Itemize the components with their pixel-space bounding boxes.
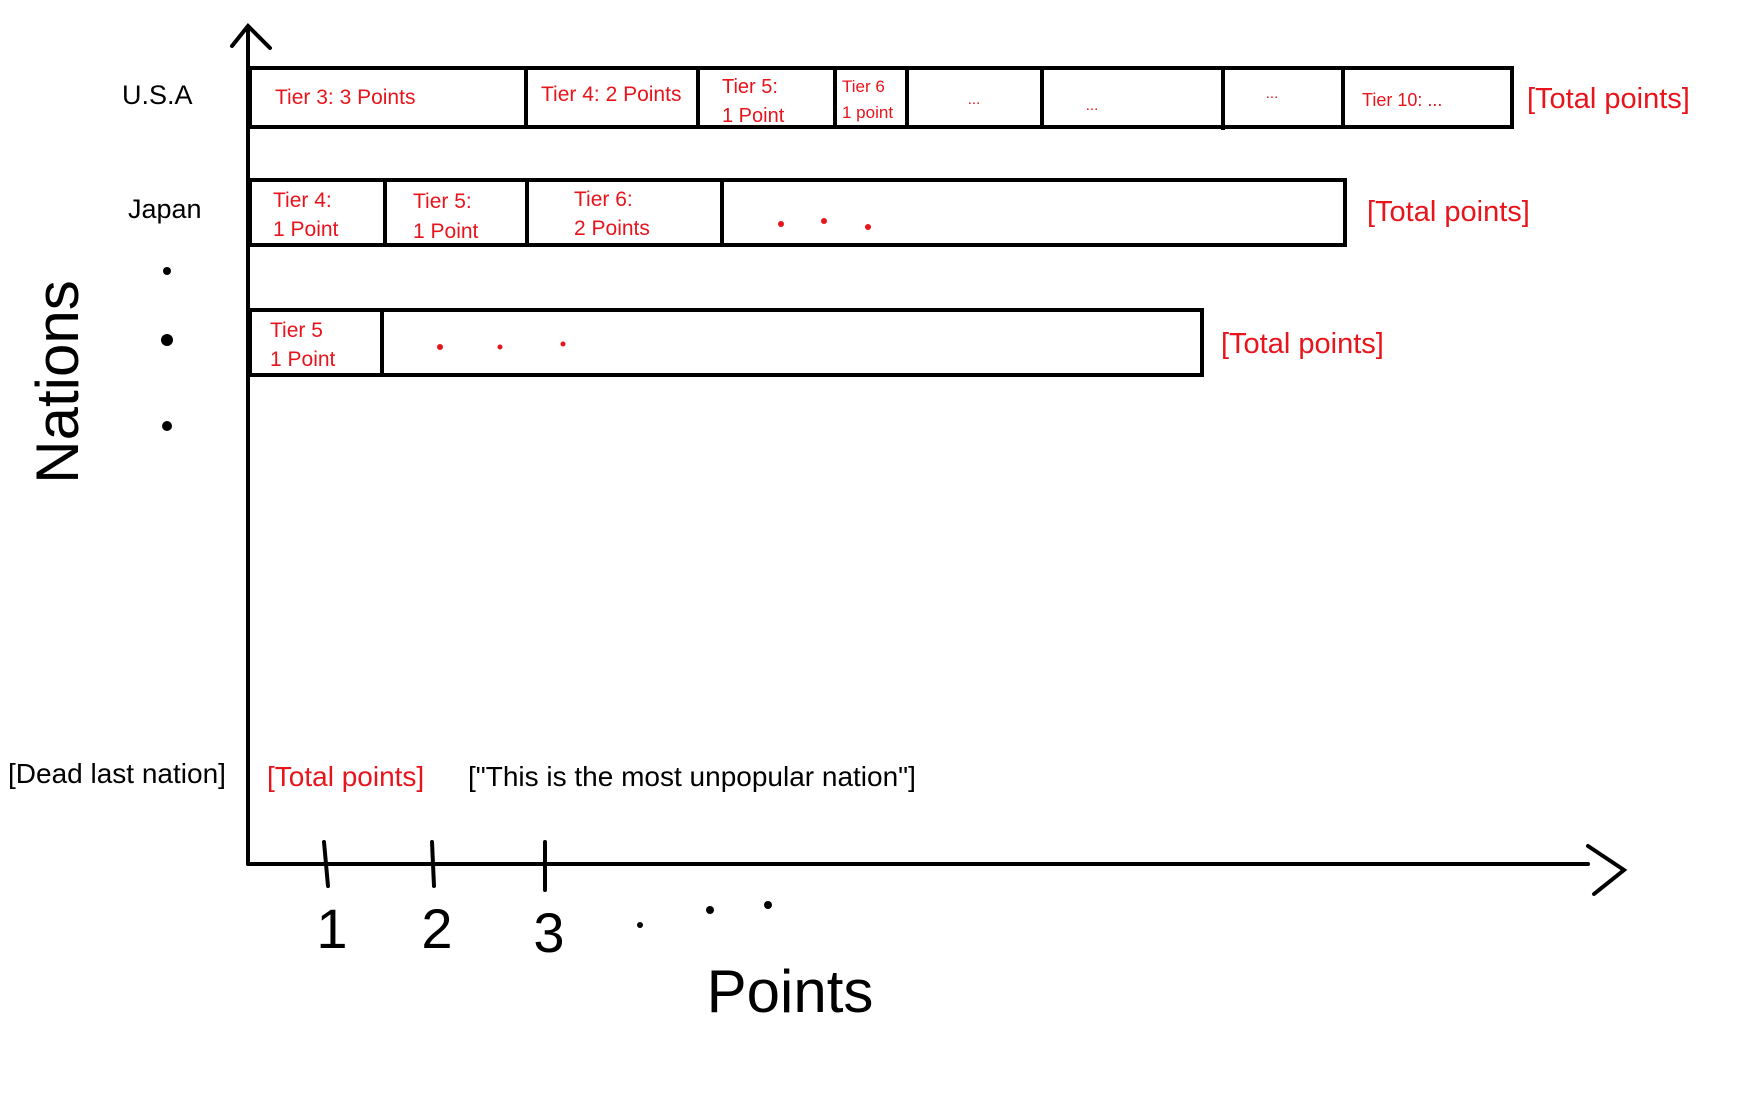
- bar-third: [248, 308, 1204, 377]
- bar-usa: [248, 66, 1514, 129]
- y-axis-continuation-dots: [161, 267, 173, 431]
- segment-usa-tier4: Tier 4: 2 Points: [541, 83, 681, 106]
- nation-label-usa: U.S.A: [122, 80, 193, 110]
- segment-usa-tier3: Tier 3: 3 Points: [275, 86, 415, 109]
- segment-japan-tier6-line2: 2 Points: [574, 217, 650, 240]
- dead-last-note: ["This is the most unpopular nation"]: [468, 761, 916, 792]
- y-axis-label: Nations: [24, 280, 91, 483]
- segment-usa-tier10: Tier 10: ...: [1362, 90, 1442, 110]
- segment-usa-ellipsis-2: ...: [1086, 97, 1099, 114]
- x-axis-continuation-dots: [637, 901, 772, 928]
- total-points-japan: [Total points]: [1367, 196, 1530, 228]
- x-tick-2: [430, 840, 436, 888]
- segment-usa-tier6-line2: 1 point: [842, 103, 893, 122]
- segment-third-tier5-line2: 1 Point: [270, 348, 336, 371]
- total-points-third: [Total points]: [1221, 328, 1384, 360]
- segment-japan-tier6-line1: Tier 6:: [574, 188, 633, 211]
- row-third: Tier 5 1 Point [Total points]: [248, 308, 1384, 377]
- nation-label-dead-last: [Dead last nation]: [8, 758, 226, 789]
- x-tick-label-1: 1: [316, 897, 347, 960]
- segment-usa-tier6-line1: Tier 6: [842, 77, 885, 96]
- segment-usa-tier5-line2: 1 Point: [722, 105, 785, 127]
- x-axis-label: Points: [707, 958, 874, 1025]
- nation-label-japan: Japan: [128, 194, 202, 224]
- segment-third-tier5-line1: Tier 5: [270, 319, 323, 342]
- bar-japan: [248, 178, 1347, 247]
- bar-usa-dividers: [524, 68, 1345, 130]
- row-japan: Japan Tier 4: 1 Point Tier 5: 1 Point Ti…: [128, 178, 1530, 247]
- x-tick-1: [322, 840, 330, 888]
- segment-japan-tier5-line2: 1 Point: [413, 220, 479, 243]
- row-dead-last: [Dead last nation] [Total points] ["This…: [8, 758, 916, 792]
- y-axis-arrowhead: [230, 23, 272, 50]
- bar-japan-dividers: [383, 180, 724, 245]
- row-usa: U.S.A Tier 3: 3 Points Tier 4: 2 Points …: [122, 66, 1690, 130]
- total-points-dead-last: [Total points]: [267, 761, 424, 792]
- x-tick-label-3: 3: [533, 901, 564, 964]
- segment-japan-tier4-line1: Tier 4:: [273, 189, 332, 212]
- segment-usa-tier5-line1: Tier 5:: [722, 76, 778, 98]
- segment-japan-continuation-dots: [778, 218, 871, 230]
- total-points-usa: [Total points]: [1527, 83, 1690, 115]
- segment-usa-ellipsis-1: ...: [968, 91, 981, 108]
- segment-usa-ellipsis-3: ...: [1266, 85, 1279, 102]
- x-axis-arrowhead: [1586, 844, 1628, 896]
- x-tick-label-2: 2: [421, 897, 452, 960]
- axes: [230, 23, 1628, 896]
- segment-japan-tier5-line1: Tier 5:: [413, 190, 472, 213]
- segment-japan-tier4-line2: 1 Point: [273, 218, 339, 241]
- segment-third-continuation-dots: [437, 341, 566, 350]
